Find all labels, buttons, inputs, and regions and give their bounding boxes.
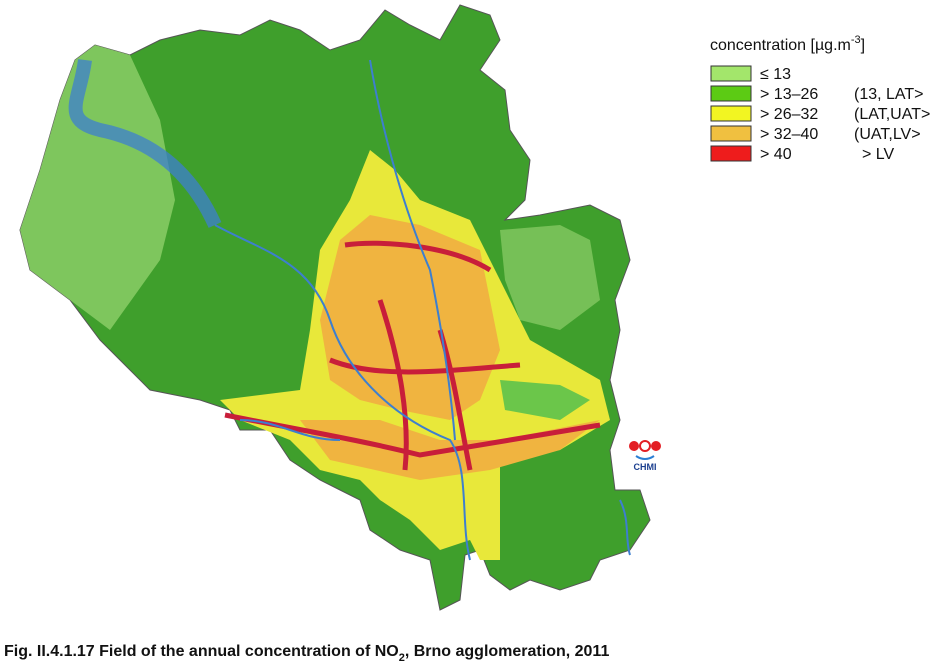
roads (224, 240, 601, 471)
legend-swatch (710, 65, 752, 82)
legend-swatch (710, 105, 752, 122)
legend-label: ≤ 13 (760, 66, 791, 83)
green-patch (500, 380, 590, 420)
map (19, 4, 651, 611)
reservoir (68, 59, 222, 228)
logo-dot (651, 441, 661, 451)
caption: Fig. II.4.1.17 Field of the annual conce… (4, 643, 609, 664)
legend-label: > 26–32 (760, 106, 818, 123)
legend-swatch (710, 125, 752, 142)
river (239, 419, 341, 441)
logo-dot (639, 440, 651, 452)
legend-title-main: concentration [µg.m (710, 37, 851, 54)
caption-main: Fig. II.4.1.17 Field of the annual conce… (4, 643, 399, 660)
legend-label: > 13–26 (760, 86, 818, 103)
river (369, 59, 456, 441)
caption-sub: 2 (399, 652, 405, 664)
main-road (224, 412, 601, 458)
light-zone (500, 225, 600, 330)
legend: ≤ 13 > 13–26 (13, LAT> > 26–32 (LAT,UAT> > 32… (710, 65, 930, 163)
light-zone (20, 45, 175, 330)
legend-label: > 40 (760, 146, 792, 163)
rivers (68, 59, 631, 561)
logo-dot (629, 441, 639, 451)
logo-text: CHMI (634, 462, 657, 472)
legend-note: (LAT,UAT> (854, 106, 930, 123)
logo-wave (635, 455, 655, 460)
legend-swatch (710, 145, 752, 162)
legend-title-sup: -3 (851, 34, 861, 46)
main-road (329, 357, 521, 375)
river (214, 224, 471, 561)
logo: CHMI (629, 440, 661, 472)
legend-label: > 32–40 (760, 126, 818, 143)
river (619, 499, 631, 556)
legend-title-end: ] (861, 37, 865, 54)
legend-swatch (710, 85, 752, 102)
main-road (344, 240, 492, 273)
legend-note: > LV (862, 146, 895, 163)
caption-end: , Brno agglomeration, 2011 (405, 643, 610, 660)
legend-note: (UAT,LV> (854, 126, 921, 143)
legend-note: (13, LAT> (854, 86, 924, 103)
legend-title: concentration [µg.m-3] (710, 34, 865, 54)
main-road (377, 299, 409, 471)
